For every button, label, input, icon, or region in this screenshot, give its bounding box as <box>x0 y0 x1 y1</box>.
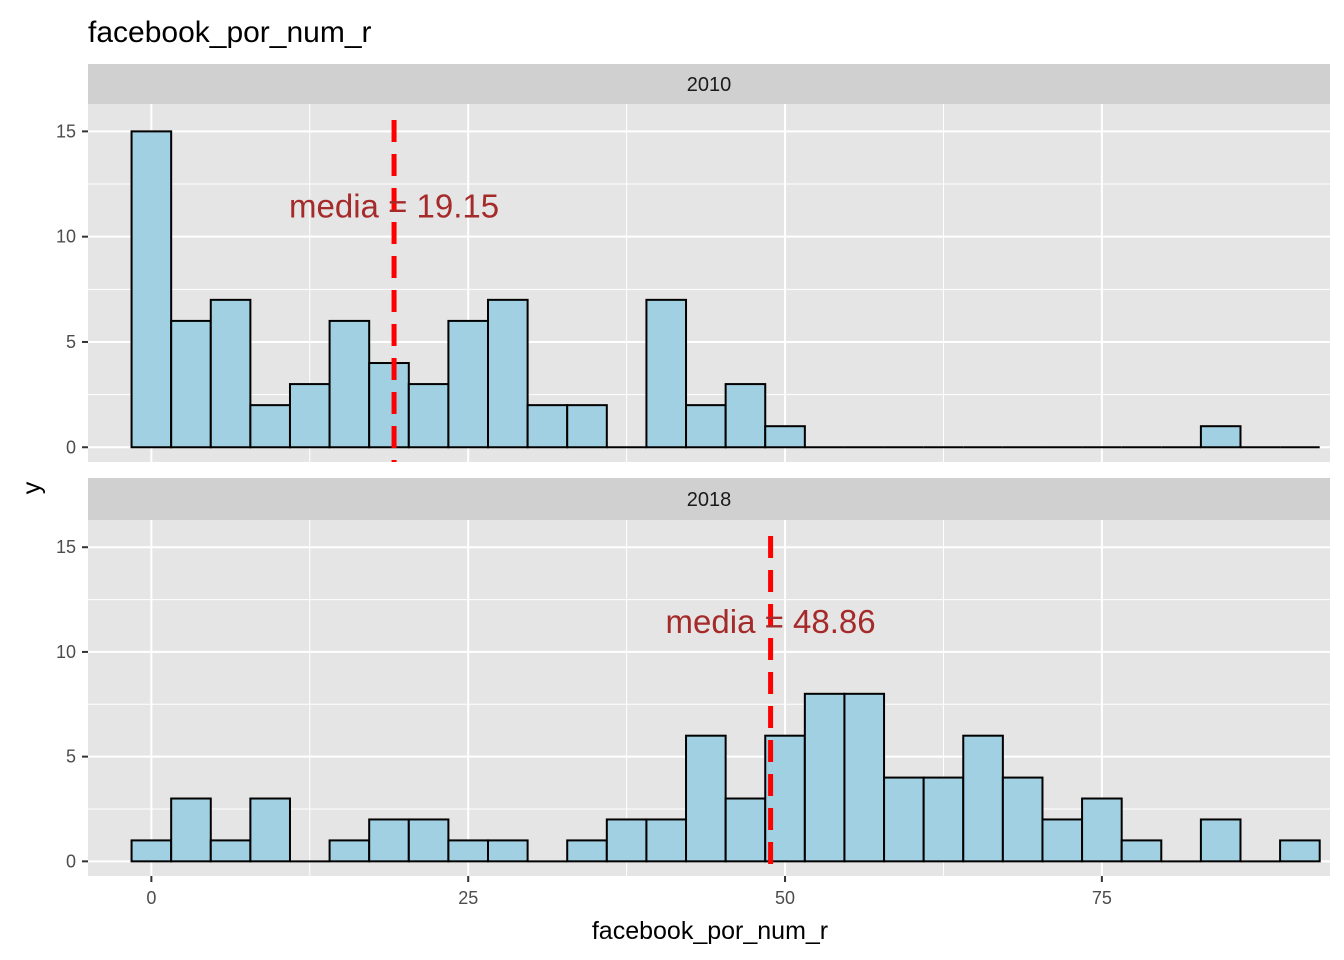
y-tick-label: 10 <box>56 227 76 247</box>
histogram-bar <box>843 692 886 863</box>
histogram-bar <box>487 839 529 863</box>
histogram-bar <box>764 425 806 449</box>
histogram-bar <box>407 383 450 449</box>
histogram-bar <box>883 776 925 863</box>
histogram-bar <box>209 298 252 449</box>
panel-2010: 2010 0 5 10 15 media = 19.15 <box>56 64 1330 462</box>
y-tick-label: 5 <box>66 332 76 352</box>
histogram-bar <box>605 818 648 863</box>
histogram-bar <box>962 734 1004 863</box>
histogram-bar <box>447 319 490 449</box>
histogram-bar <box>685 734 727 863</box>
histogram-bar <box>1120 839 1163 863</box>
histogram-bar <box>130 130 173 449</box>
histogram-bar <box>447 839 490 863</box>
y-tick-label: 15 <box>56 537 76 557</box>
histogram-bar <box>566 839 608 863</box>
histogram-bar <box>328 319 371 449</box>
histogram-bar <box>249 404 291 449</box>
histogram-bar <box>407 818 450 863</box>
histogram-bar <box>1199 818 1242 863</box>
mean-annotation: media = 19.15 <box>289 188 499 225</box>
histogram-bar <box>170 797 212 863</box>
y-tick-label: 5 <box>66 747 76 767</box>
mean-annotation: media = 48.86 <box>666 603 876 640</box>
facet-strip-label: 2018 <box>687 489 732 511</box>
facet-strip <box>88 64 1330 104</box>
histogram-bar <box>1081 797 1123 863</box>
panel-2018: 2018 0 5 10 15 media = 48.86 <box>56 478 1330 876</box>
histogram-bar <box>368 362 410 449</box>
histogram-bar <box>724 797 767 863</box>
histogram-bar <box>645 818 688 863</box>
y-tick-label: 0 <box>66 437 76 457</box>
histogram-bar <box>724 383 767 449</box>
histogram-bar <box>249 797 291 863</box>
histogram-bar <box>685 404 727 449</box>
histogram-bar <box>130 839 173 863</box>
histogram-bar <box>487 298 529 449</box>
histogram-bar <box>328 839 371 863</box>
y-axis-title: y <box>18 481 46 494</box>
y-tick-label: 10 <box>56 642 76 662</box>
x-axis-ticks: 0 25 50 75 <box>146 876 1112 908</box>
histogram-bar <box>1279 839 1321 863</box>
x-tick-label: 0 <box>146 888 156 908</box>
histogram-bar <box>209 839 252 863</box>
histogram-bar <box>922 776 965 863</box>
histogram-bar <box>526 404 569 449</box>
histogram-bar <box>566 404 608 449</box>
x-tick-label: 75 <box>1092 888 1112 908</box>
histogram-bar <box>645 298 688 449</box>
facet-panels: 2010 0 5 10 15 media = 19.15 2018 0 5 10 15 media =… <box>56 64 1330 876</box>
facet-strip-label: 2010 <box>687 74 732 96</box>
x-tick-label: 25 <box>458 888 478 908</box>
x-tick-label: 50 <box>775 888 795 908</box>
x-axis-title: facebook_por_num_r <box>592 917 828 945</box>
histogram-bar <box>288 383 331 449</box>
histogram-bar <box>1041 818 1084 863</box>
histogram-bar <box>1001 776 1044 863</box>
chart-title: facebook_por_num_r <box>88 16 372 49</box>
histogram-bar <box>1199 425 1242 449</box>
histogram-bar <box>803 692 846 863</box>
histogram-bar <box>368 818 410 863</box>
histogram-bar <box>170 319 212 449</box>
y-tick-label: 15 <box>56 121 76 141</box>
facet-strip <box>88 478 1330 520</box>
y-tick-label: 0 <box>66 851 76 871</box>
